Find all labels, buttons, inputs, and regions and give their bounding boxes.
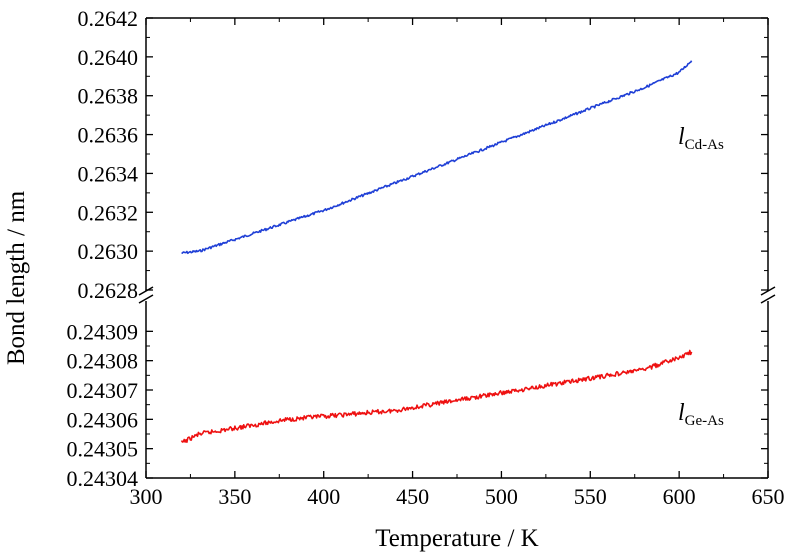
y-tick-label: 0.24305 bbox=[67, 437, 139, 462]
y-tick-label: 0.2628 bbox=[78, 278, 139, 303]
series-line-cd-as bbox=[181, 60, 693, 255]
axis-break-gap-left bbox=[140, 291, 152, 301]
y-axis-title: Bond length / nm bbox=[3, 190, 30, 365]
y-tick-label: 0.24307 bbox=[67, 378, 139, 403]
x-tick-label: 650 bbox=[752, 484, 785, 509]
y-tick-label: 0.2638 bbox=[78, 84, 139, 109]
x-tick-label: 350 bbox=[218, 484, 251, 509]
series-label-ge-as: lGe-As bbox=[678, 400, 724, 429]
series-label-sub: Ge-As bbox=[685, 413, 724, 429]
y-tick-label: 0.2640 bbox=[78, 45, 139, 70]
series-label-cd-as: lCd-As bbox=[678, 124, 724, 153]
y-tick-label: 0.2636 bbox=[78, 123, 139, 148]
y-tick-label: 0.24309 bbox=[67, 319, 139, 344]
axis-break-mark-right-upper bbox=[760, 286, 776, 296]
ticks-layer bbox=[145, 17, 769, 479]
axis-break-mark-right-lower bbox=[760, 294, 776, 304]
series-line-ge-as bbox=[180, 349, 693, 443]
series-layer bbox=[180, 60, 693, 443]
y-tick-label: 0.24308 bbox=[67, 349, 139, 374]
y-tick-label: 0.24306 bbox=[67, 407, 139, 432]
y-tick-label: 0.2634 bbox=[78, 161, 139, 186]
x-tick-label: 300 bbox=[130, 484, 163, 509]
x-tick-label: 400 bbox=[307, 484, 340, 509]
x-tick-label: 450 bbox=[396, 484, 429, 509]
x-axis-title: Temperature / K bbox=[375, 525, 538, 552]
y-tick-label: 0.2642 bbox=[78, 6, 139, 31]
labels-layer: 300 350 400 450 500 550 600 650 0.2628 0.2630 0.26… bbox=[67, 6, 785, 509]
series-label-main: l bbox=[678, 400, 685, 426]
axis-break-mark-left-upper bbox=[138, 286, 154, 296]
series-label-main: l bbox=[678, 124, 685, 150]
x-tick-label: 550 bbox=[574, 484, 607, 509]
y-tick-label: 0.2630 bbox=[78, 239, 139, 264]
x-tick-label: 500 bbox=[485, 484, 518, 509]
series-label-sub: Cd-As bbox=[685, 137, 724, 153]
y-tick-label: 0.2632 bbox=[78, 200, 139, 225]
axis-break-gap-right bbox=[762, 291, 774, 301]
y-tick-label: 0.24304 bbox=[67, 466, 139, 491]
axis-break-mark-left-lower bbox=[138, 294, 154, 304]
x-tick-label: 600 bbox=[663, 484, 696, 509]
